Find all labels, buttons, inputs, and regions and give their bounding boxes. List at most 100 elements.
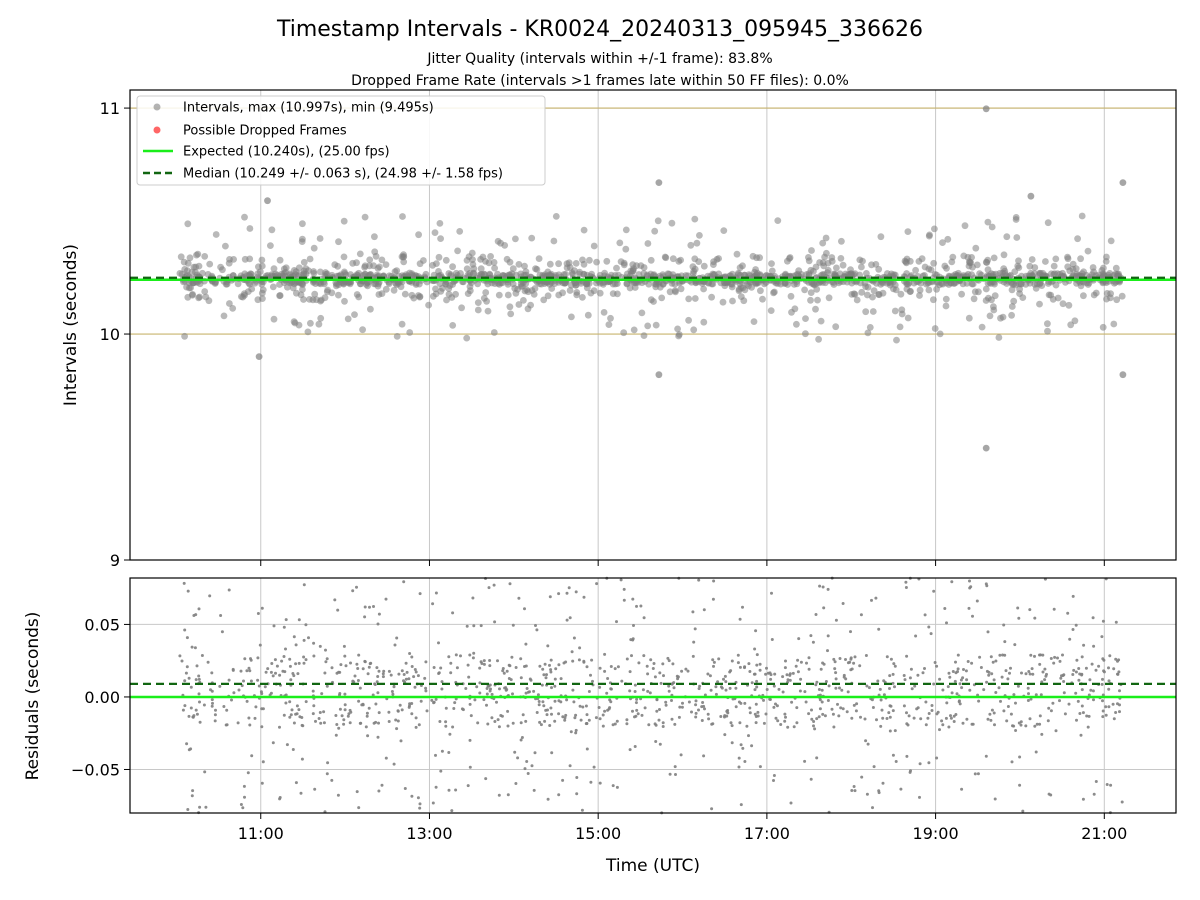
- residual-point: [342, 722, 346, 726]
- residual-point: [185, 636, 189, 640]
- residual-point: [960, 686, 964, 690]
- interval-point: [366, 271, 374, 278]
- residual-point: [788, 678, 792, 682]
- residual-point: [1114, 620, 1118, 624]
- residual-point: [301, 724, 305, 728]
- interval-point: [1010, 297, 1018, 305]
- residual-point: [320, 692, 324, 696]
- interval-point: [376, 263, 383, 271]
- interval-point: [1019, 294, 1027, 301]
- residual-point: [365, 711, 369, 715]
- residual-point: [284, 701, 288, 705]
- residual-point: [698, 684, 702, 688]
- interval-point: [528, 234, 536, 242]
- residual-point: [756, 710, 760, 714]
- residual-point: [952, 720, 956, 723]
- residual-point: [1033, 654, 1036, 658]
- residual-point: [728, 670, 732, 674]
- residual-point: [792, 725, 796, 729]
- residual-point: [1028, 608, 1032, 612]
- residual-point: [285, 743, 289, 747]
- residual-point: [798, 689, 802, 693]
- residual-point: [376, 735, 380, 739]
- residual-point: [1038, 714, 1042, 718]
- interval-point: [586, 256, 593, 264]
- residual-point: [1061, 653, 1064, 657]
- interval-point: [750, 318, 758, 325]
- interval-point: [351, 311, 358, 318]
- interval-point: [276, 281, 283, 288]
- interval-point: [687, 241, 695, 249]
- residual-point: [585, 713, 589, 717]
- residual-point: [288, 700, 292, 704]
- interval-point: [246, 255, 254, 263]
- legend-label-intervals: Intervals, max (10.997s), min (9.495s): [183, 101, 434, 116]
- residual-point: [926, 716, 930, 720]
- y-tick-label: 11: [100, 99, 120, 118]
- residual-point: [1074, 691, 1078, 695]
- residual-point: [962, 668, 965, 671]
- residual-point: [795, 721, 799, 725]
- interval-point: [759, 295, 766, 303]
- interval-point: [298, 279, 306, 287]
- interval-point: [837, 255, 845, 262]
- residual-point: [717, 657, 721, 661]
- residual-point: [263, 685, 267, 689]
- residual-point: [1035, 722, 1039, 726]
- residual-point: [180, 659, 184, 663]
- residual-point: [737, 765, 741, 769]
- residual-point: [888, 674, 892, 678]
- residual-point: [247, 716, 251, 720]
- residual-point: [258, 643, 262, 647]
- residual-point: [197, 677, 201, 681]
- residual-point: [881, 781, 885, 785]
- residual-point: [750, 681, 754, 685]
- residual-point: [496, 718, 500, 722]
- residual-point: [885, 717, 889, 720]
- residual-point: [227, 588, 231, 592]
- residual-point: [628, 670, 632, 674]
- interval-point: [482, 289, 490, 296]
- residual-point: [337, 726, 341, 730]
- residual-point: [377, 721, 380, 725]
- residual-point: [578, 704, 582, 708]
- residual-point: [866, 742, 870, 746]
- residual-point: [943, 607, 947, 610]
- residual-point: [765, 688, 769, 691]
- interval-point: [861, 279, 869, 287]
- residual-point: [1116, 672, 1119, 676]
- residual-point: [282, 655, 286, 658]
- interval-point: [222, 242, 229, 250]
- residual-point: [781, 690, 785, 694]
- residual-point: [804, 700, 808, 704]
- interval-point: [445, 290, 453, 298]
- interval-point: [304, 328, 312, 336]
- y-tick-label: 9: [110, 551, 120, 570]
- residual-point: [322, 710, 326, 714]
- residual-point: [603, 652, 607, 656]
- residual-point: [1049, 657, 1053, 660]
- residual-point: [353, 674, 357, 678]
- interval-point: [449, 263, 456, 271]
- interval-point: [622, 226, 630, 234]
- residual-point: [635, 697, 639, 701]
- residual-point: [859, 613, 863, 617]
- residual-point: [348, 721, 352, 725]
- residual-point: [1017, 721, 1021, 725]
- residual-point: [197, 674, 201, 678]
- residual-point: [840, 688, 844, 692]
- interval-point: [733, 250, 741, 258]
- residual-point: [852, 661, 856, 665]
- interval-point: [547, 270, 555, 278]
- residual-point: [591, 679, 594, 683]
- residual-point: [535, 628, 539, 632]
- residual-point: [363, 615, 367, 619]
- interval-point: [1052, 255, 1060, 263]
- residual-point: [970, 661, 974, 665]
- residual-point: [514, 782, 518, 785]
- residual-point: [389, 673, 393, 677]
- interval-point: [870, 287, 878, 295]
- residual-point: [986, 717, 990, 721]
- residual-point: [302, 655, 306, 659]
- residual-point: [194, 678, 198, 682]
